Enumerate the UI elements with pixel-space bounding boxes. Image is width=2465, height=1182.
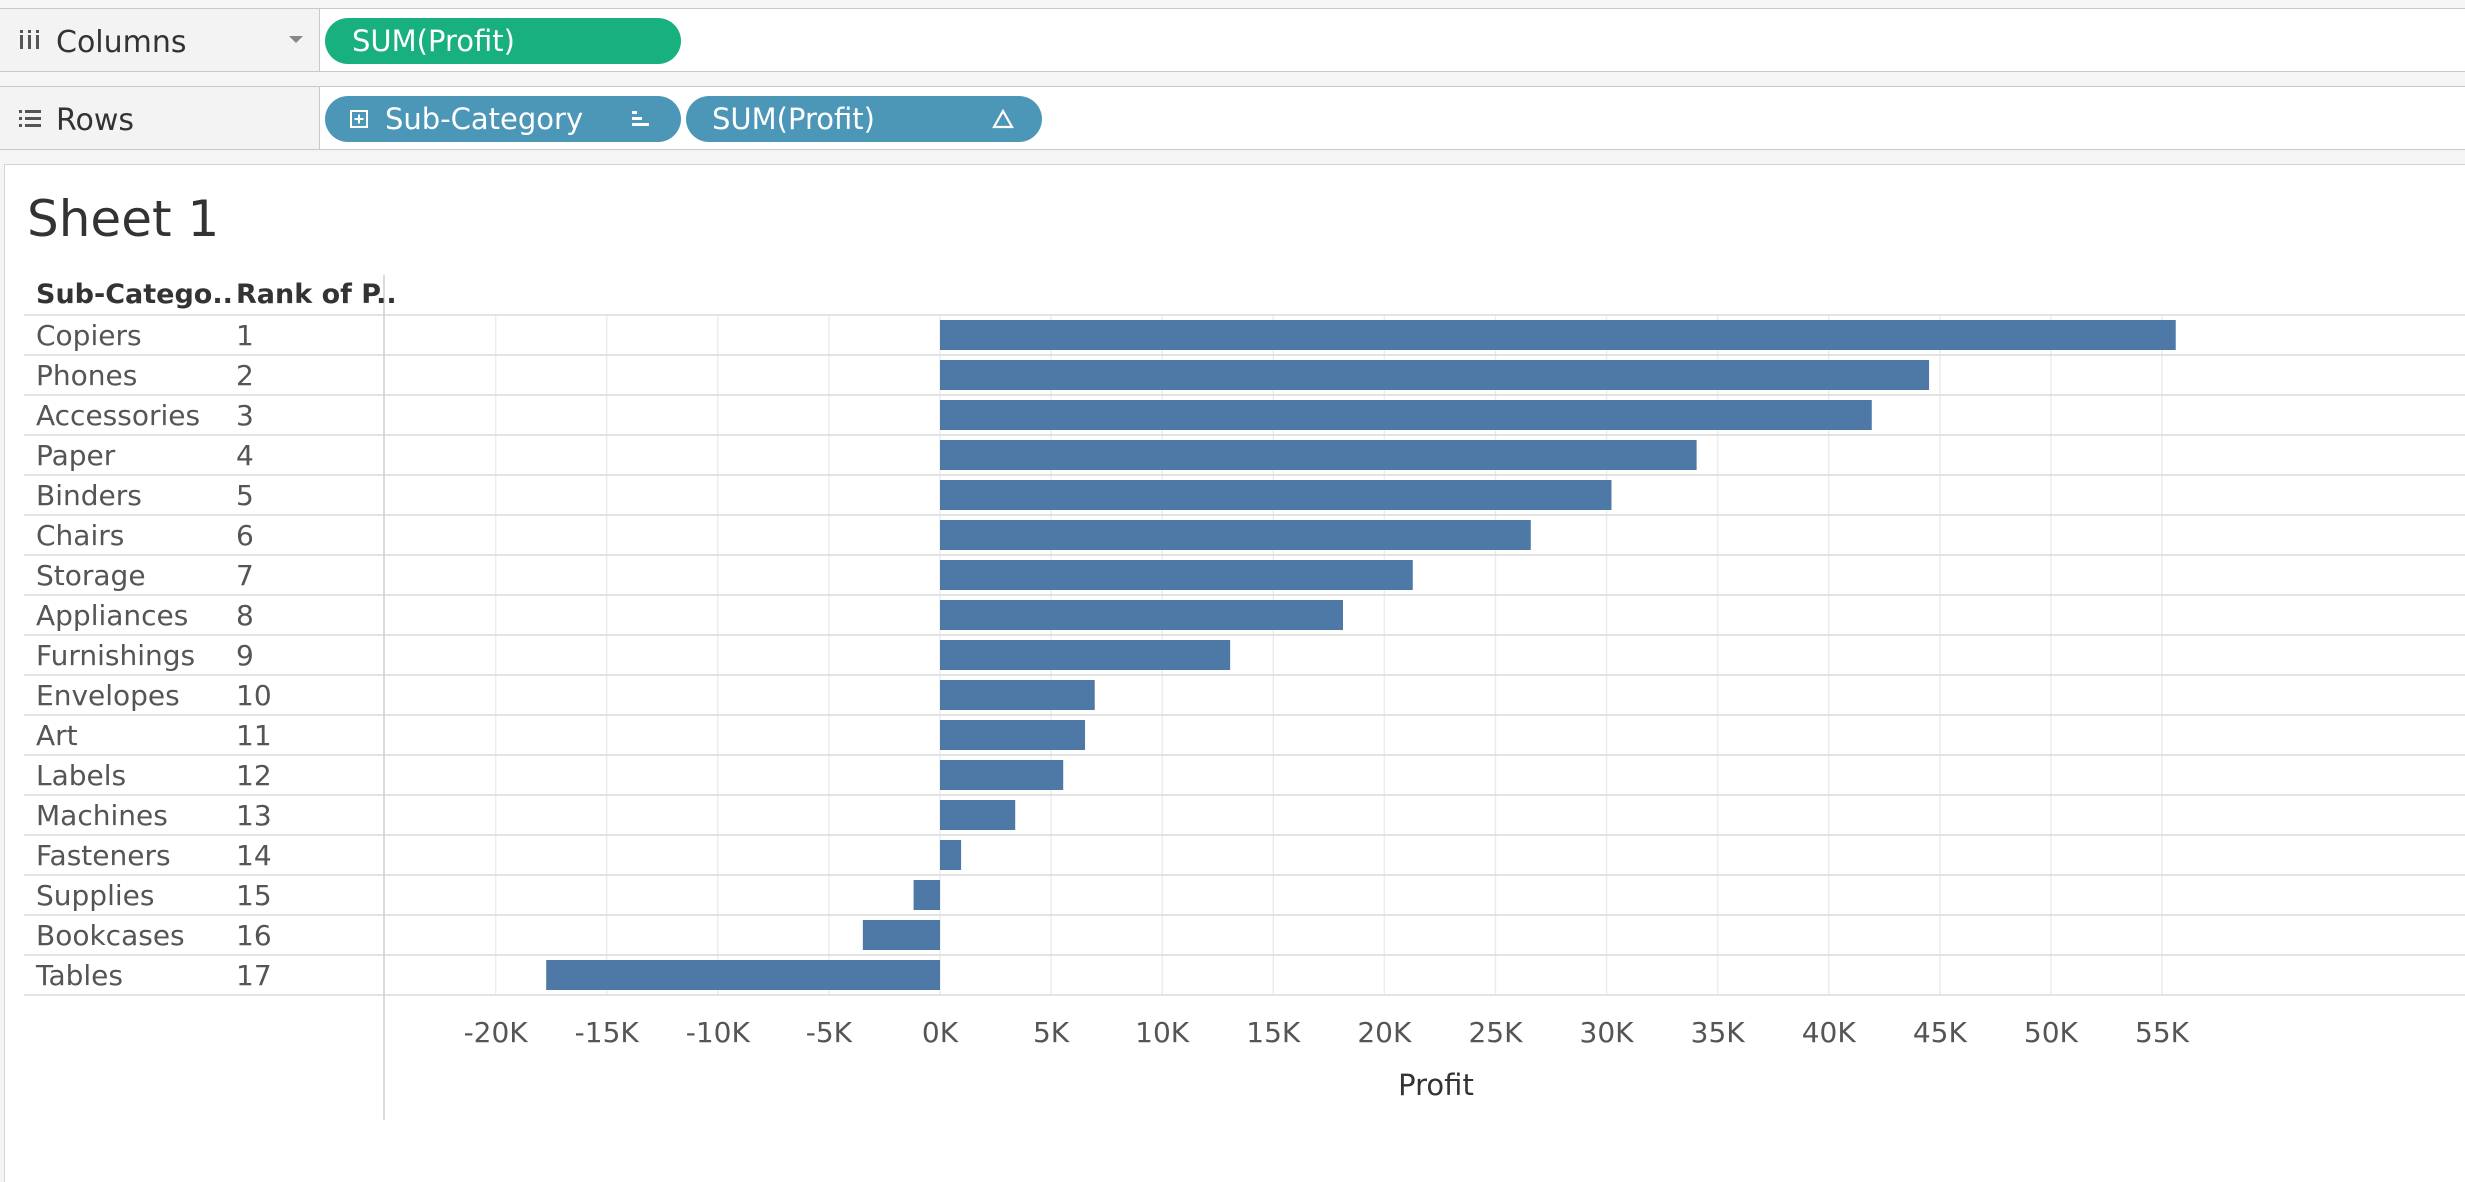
bar[interactable]	[940, 640, 1231, 670]
bar[interactable]	[940, 840, 962, 870]
bar[interactable]	[940, 360, 1930, 390]
rank-label: 13	[236, 799, 272, 832]
bar[interactable]	[546, 960, 940, 990]
bar[interactable]	[940, 720, 1086, 750]
rank-label: 7	[236, 559, 254, 592]
category-label[interactable]: Furnishings	[36, 639, 195, 672]
category-label[interactable]: Labels	[36, 759, 126, 792]
bar[interactable]	[940, 480, 1612, 510]
x-tick-label: 40K	[1802, 1016, 1857, 1049]
x-tick-label: -20K	[464, 1016, 529, 1049]
category-label[interactable]: Accessories	[36, 399, 200, 432]
bar[interactable]	[913, 880, 940, 910]
rank-label: 11	[236, 719, 272, 752]
x-tick-label: 50K	[2024, 1016, 2079, 1049]
rank-label: 9	[236, 639, 254, 672]
x-tick-label: 5K	[1033, 1016, 1070, 1049]
x-axis-title[interactable]: Profit	[1398, 1068, 1474, 1102]
rows-shelf-label: Rows	[0, 87, 320, 149]
rank-label: 5	[236, 479, 254, 512]
rank-label: 15	[236, 879, 272, 912]
column-pill-sum-profit[interactable]: SUM(Profit)	[325, 18, 681, 64]
rows-label: Rows	[56, 103, 135, 138]
bar[interactable]	[940, 440, 1697, 470]
row-pill-label: Sub-Category	[385, 102, 584, 136]
bar[interactable]	[940, 760, 1064, 790]
expand-plus-icon[interactable]	[350, 110, 368, 128]
bar[interactable]	[940, 520, 1531, 550]
x-tick-label: 10K	[1135, 1016, 1190, 1049]
rank-label: 14	[236, 839, 272, 872]
bar[interactable]	[862, 920, 940, 950]
row-pill-sub-category[interactable]: Sub-Category	[325, 96, 681, 142]
columns-label: Columns	[56, 25, 187, 60]
bar[interactable]	[940, 320, 2176, 350]
columns-icon	[20, 30, 39, 49]
category-label[interactable]: Paper	[36, 439, 116, 472]
row-pill-label: SUM(Profit)	[712, 102, 875, 136]
sheet-title: Sheet 1	[27, 190, 220, 248]
rank-label: 8	[236, 599, 254, 632]
x-tick-label: 15K	[1246, 1016, 1301, 1049]
x-tick-label: 55K	[2135, 1016, 2190, 1049]
rows-icon	[19, 110, 41, 127]
x-tick-label: -10K	[686, 1016, 751, 1049]
column-pill-label: SUM(Profit)	[352, 24, 515, 58]
category-label[interactable]: Binders	[36, 479, 142, 512]
rank-label: 6	[236, 519, 254, 552]
category-label[interactable]: Phones	[36, 359, 137, 392]
rank-label: 3	[236, 399, 254, 432]
category-label[interactable]: Tables	[35, 959, 123, 992]
x-tick-label: -5K	[806, 1016, 853, 1049]
rank-label: 4	[236, 439, 254, 472]
bar[interactable]	[940, 560, 1413, 590]
rank-label: 1	[236, 319, 254, 352]
rank-label: 16	[236, 919, 272, 952]
category-label[interactable]: Art	[36, 719, 78, 752]
category-label[interactable]: Envelopes	[36, 679, 180, 712]
rank-label: 10	[236, 679, 272, 712]
category-label[interactable]: Machines	[36, 799, 168, 832]
category-label[interactable]: Bookcases	[36, 919, 185, 952]
row-pill-sum-profit[interactable]: SUM(Profit)	[686, 96, 1042, 142]
rank-label: 2	[236, 359, 254, 392]
category-label[interactable]: Appliances	[36, 599, 188, 632]
x-tick-label: -15K	[575, 1016, 640, 1049]
rows-shelf[interactable]: Rows Sub-Category SUM(Profit)	[0, 86, 2465, 150]
category-label[interactable]: Copiers	[36, 319, 142, 352]
category-label[interactable]: Fasteners	[36, 839, 171, 872]
x-tick-label: 45K	[1913, 1016, 1968, 1049]
x-tick-label: 35K	[1691, 1016, 1746, 1049]
row-header-rank[interactable]: Rank of P..	[236, 279, 397, 310]
category-label[interactable]: Storage	[36, 559, 146, 592]
columns-shelf[interactable]: Columns SUM(Profit)	[0, 8, 2465, 72]
delta-icon[interactable]	[992, 109, 1014, 129]
columns-shelf-label: Columns	[0, 9, 320, 71]
x-tick-label: 30K	[1580, 1016, 1635, 1049]
x-tick-label: 0K	[922, 1016, 959, 1049]
rank-label: 17	[236, 959, 272, 992]
bar[interactable]	[940, 680, 1095, 710]
row-header-sub-category[interactable]: Sub-Catego..	[36, 279, 233, 310]
x-tick-label: 25K	[1468, 1016, 1523, 1049]
chevron-down-icon[interactable]	[289, 36, 303, 43]
category-label[interactable]: Chairs	[36, 519, 124, 552]
bar[interactable]	[940, 800, 1016, 830]
x-tick-label: 20K	[1357, 1016, 1412, 1049]
bar[interactable]	[940, 600, 1343, 630]
category-label[interactable]: Supplies	[36, 879, 154, 912]
sort-bars-icon[interactable]	[631, 110, 651, 128]
bar[interactable]	[940, 400, 1872, 430]
rank-label: 12	[236, 759, 272, 792]
